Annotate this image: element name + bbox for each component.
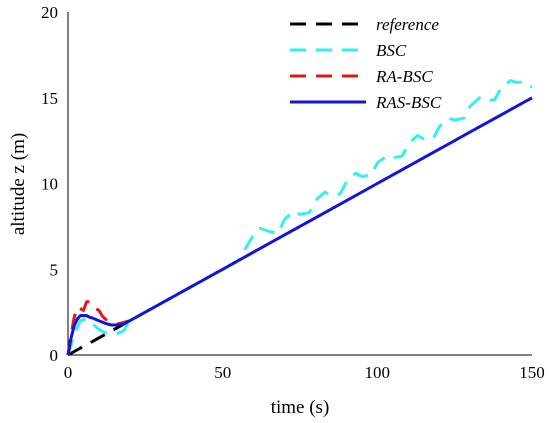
y-tick-label: 15 <box>41 89 58 108</box>
legend-label-bsc: BSC <box>376 41 407 60</box>
y-tick-label: 10 <box>41 175 58 194</box>
x-tick-label: 100 <box>365 363 391 382</box>
series-line-reference <box>67 319 131 357</box>
legend-label-reference: reference <box>376 15 439 34</box>
x-tick-label: 0 <box>64 363 73 382</box>
series-line-ras-bsc <box>66 96 533 356</box>
y-axis-label: altitude z (m) <box>8 133 29 235</box>
x-tick-label: 50 <box>214 363 231 382</box>
legend-item-bsc: BSC <box>290 41 407 60</box>
x-tick-label: 150 <box>519 363 545 382</box>
legend: reference BSC RA-BSC RAS-BSC <box>290 15 442 112</box>
series-line-bsc <box>66 79 533 356</box>
legend-label-ra-bsc: RA-BSC <box>375 67 433 86</box>
legend-item-reference: reference <box>290 15 439 34</box>
x-axis-label: time (s) <box>271 397 330 418</box>
legend-item-ra-bsc: RA-BSC <box>290 67 433 86</box>
y-tick-label: 20 <box>41 3 58 22</box>
y-tick-label: 5 <box>50 260 59 279</box>
series-layer <box>66 79 533 357</box>
y-tick-label: 0 <box>50 346 59 365</box>
legend-item-ras-bsc: RAS-BSC <box>290 93 442 112</box>
legend-label-ras-bsc: RAS-BSC <box>375 93 442 112</box>
